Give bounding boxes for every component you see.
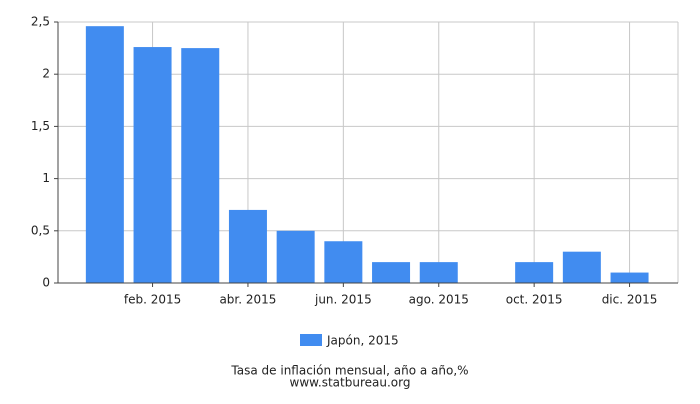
- x-tick-label: abr. 2015: [219, 293, 276, 307]
- x-tick-label: feb. 2015: [124, 293, 181, 307]
- x-tick-label: dic. 2015: [602, 293, 658, 307]
- y-tick-label: 0: [42, 276, 50, 290]
- y-tick-label: 2: [42, 67, 50, 81]
- chart-title: Tasa de inflación mensual, año a año,%: [230, 364, 468, 378]
- bar: [228, 209, 267, 283]
- bar: [181, 48, 220, 283]
- bar: [419, 262, 458, 283]
- x-tick-label: oct. 2015: [506, 293, 563, 307]
- y-tick-label: 0,5: [31, 223, 50, 237]
- bar: [610, 272, 649, 283]
- x-tick-label: ago. 2015: [409, 293, 469, 307]
- y-tick-label: 2,5: [31, 15, 50, 29]
- y-tick-label: 1: [42, 171, 50, 185]
- bar: [324, 241, 363, 283]
- bar: [562, 251, 601, 283]
- x-tick-label: jun. 2015: [314, 293, 372, 307]
- bar: [85, 26, 124, 284]
- y-tick-label: 1,5: [31, 119, 50, 133]
- bar: [515, 262, 554, 283]
- source: www.statbureau.org: [290, 376, 411, 390]
- legend-swatch: [300, 334, 322, 346]
- bar: [372, 262, 411, 283]
- bar: [276, 230, 315, 283]
- bar: [133, 47, 172, 283]
- legend-label: Japón, 2015: [326, 334, 399, 348]
